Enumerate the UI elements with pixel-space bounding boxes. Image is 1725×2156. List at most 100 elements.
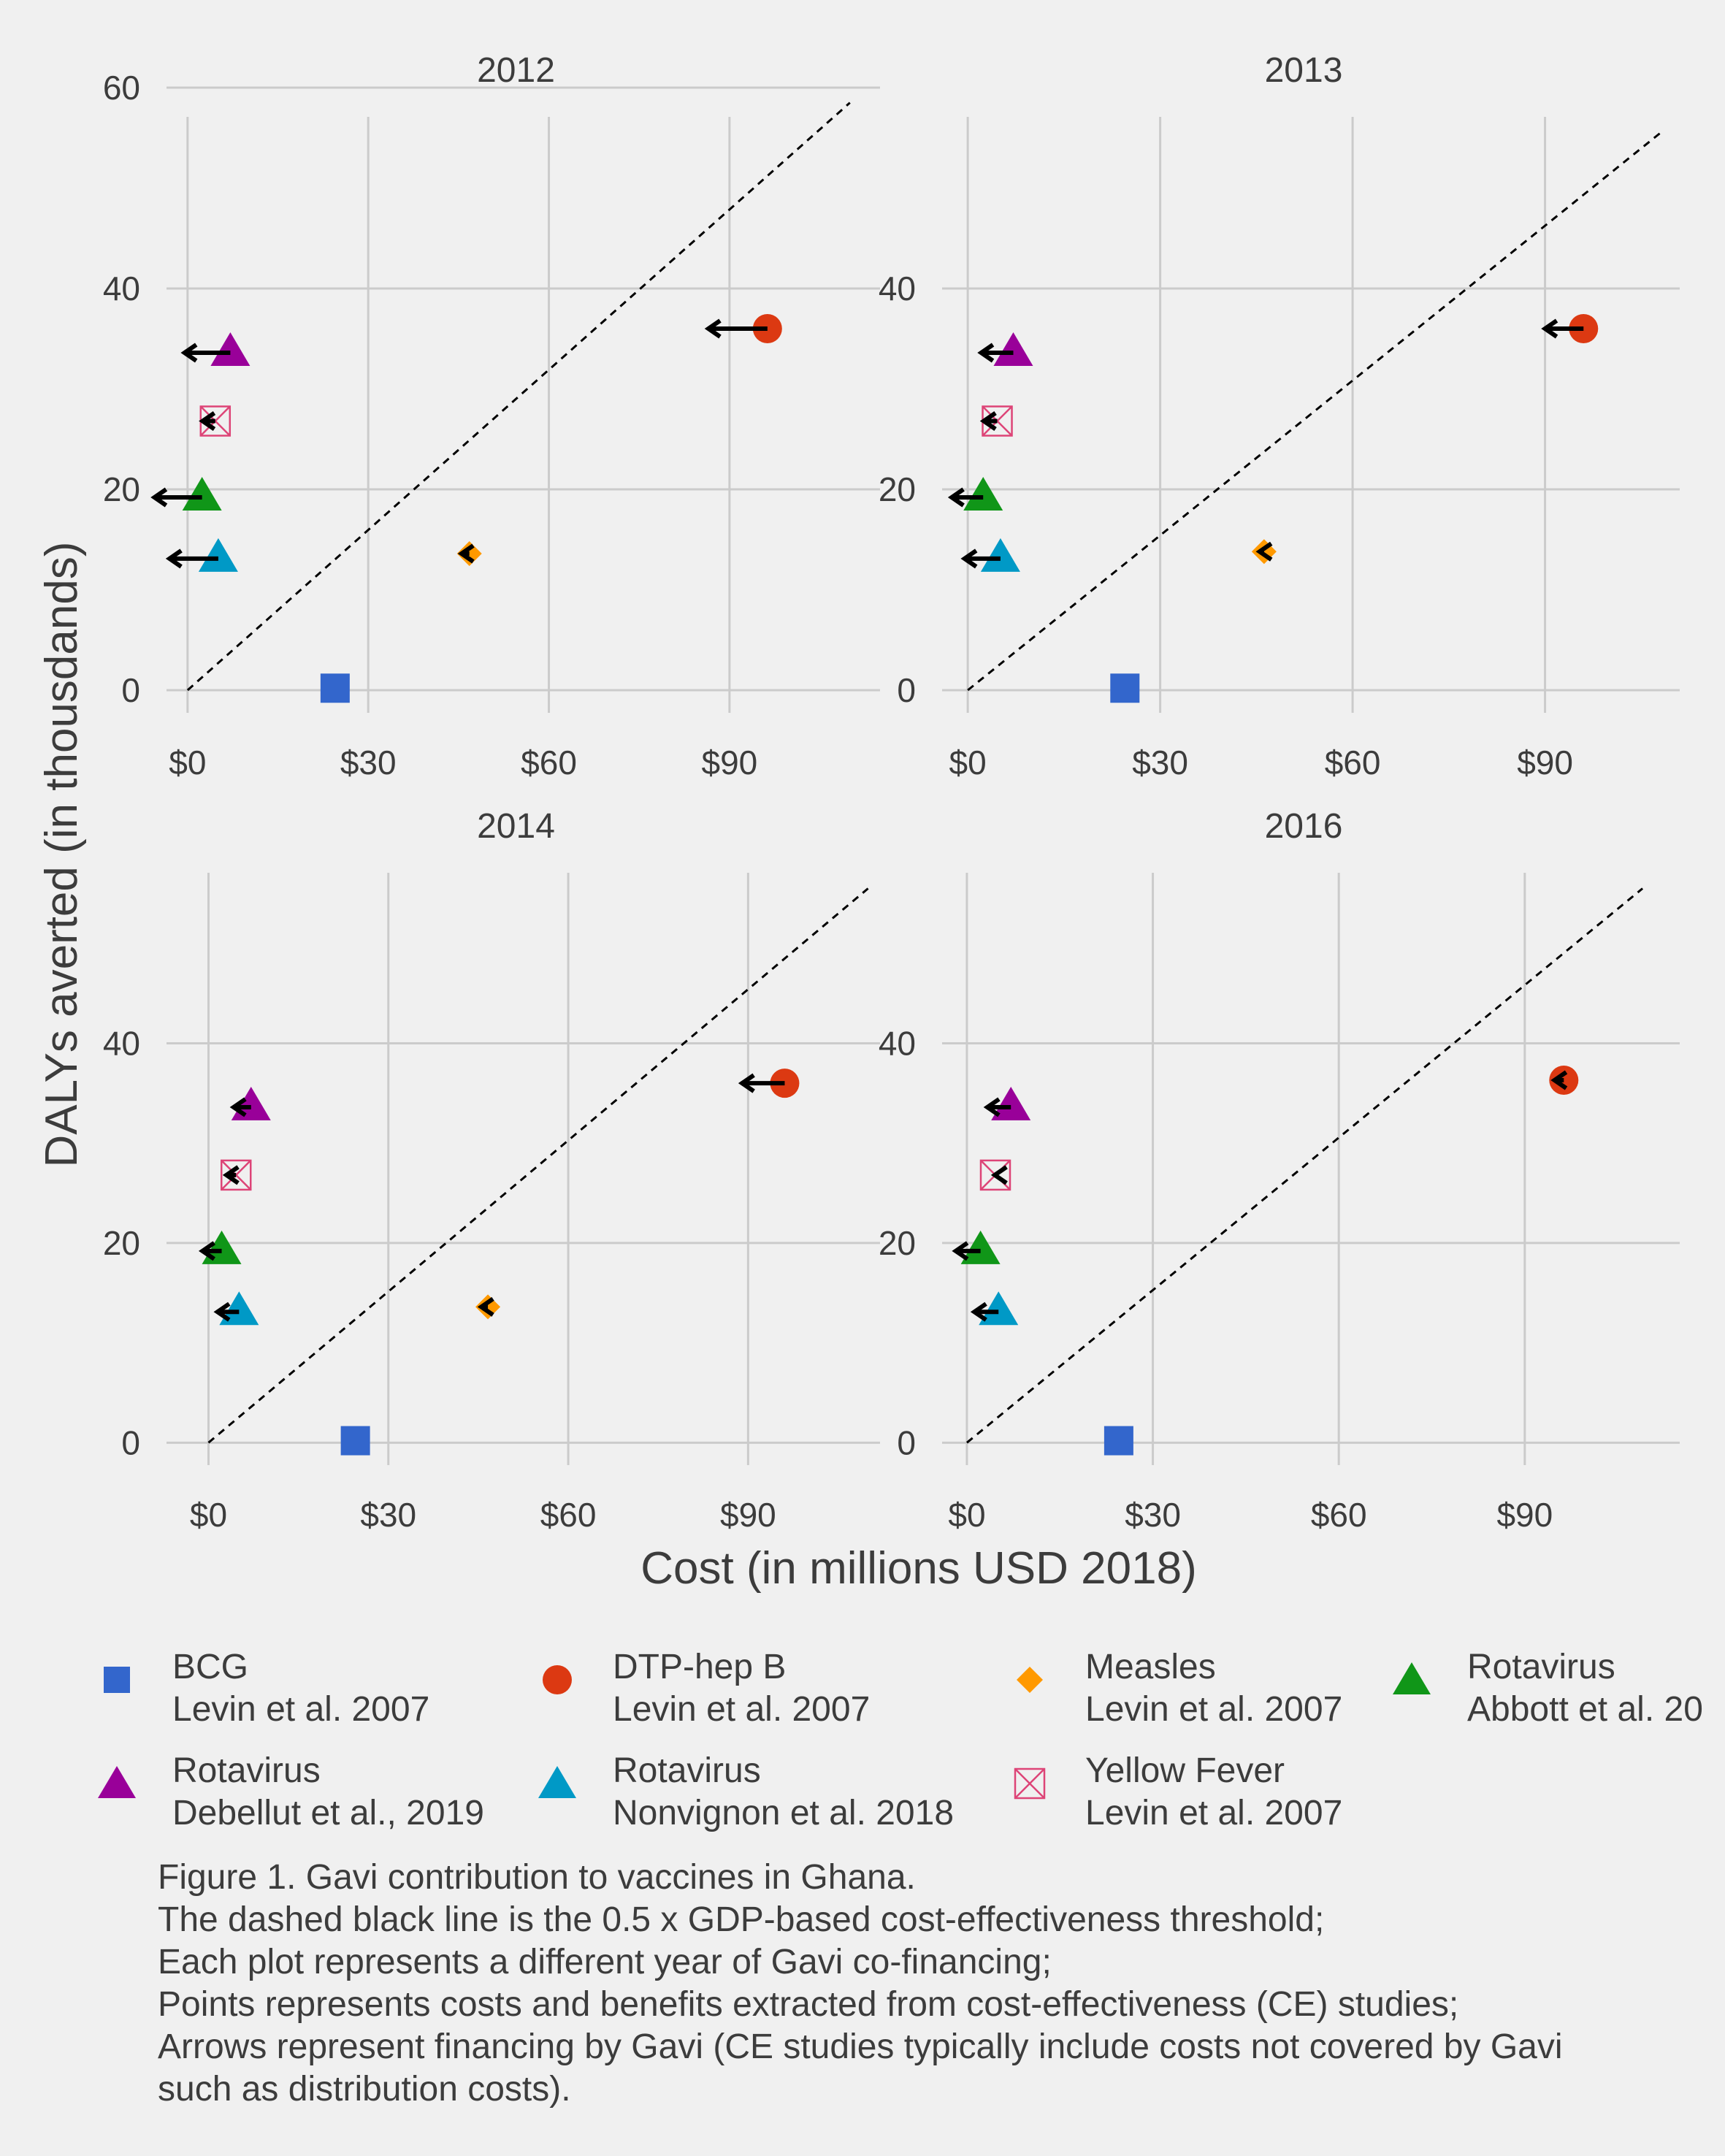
panel-title: 2014 [477,807,555,846]
gavi-arrow-head [947,487,965,508]
x-tick-label: $60 [1311,1496,1367,1534]
legend-item-rotavirus-abbott: Rotavirus Abbott et al. 20 [1390,1643,1725,1731]
point-yellow-fever [220,1159,252,1191]
x-tick-label: $60 [540,1496,597,1534]
point-rotavirus [960,1230,1001,1264]
panel-2013: 2013 $0 $30 $60 $90 0 20 40 [879,51,1680,781]
gavi-arrow-head [1550,1070,1568,1090]
gavi-arrow-head [150,487,168,508]
x-tick-label: $30 [1125,1496,1181,1534]
x-tick-label: $30 [360,1496,416,1534]
legend-item-yellow-fever: Yellow Fever Levin et al. 2007 [1008,1747,1475,1835]
gavi-arrow-head [180,343,198,363]
gavi-arrow-head [213,1301,231,1322]
legend-item-dtp-hep-b: DTP-hep B Levin et al. 2007 [535,1643,1003,1731]
gavi-arrow-head [229,1097,247,1117]
point-bcg [1110,673,1140,703]
legend-study: Levin et al. 2007 [1085,1690,1343,1729]
legend-item-bcg: BCG Levin et al. 2007 [95,1643,562,1731]
gavi-arrow-head [477,1296,494,1317]
x-tick-label: $0 [169,743,206,781]
y-tick-label: 0 [897,1423,916,1461]
threshold-line [967,131,1661,692]
x-tick-label: $0 [948,1496,985,1534]
legend-study: Levin et al. 2007 [172,1690,430,1729]
y-tick-label: 40 [103,270,140,307]
gavi-arrow-head [199,411,216,431]
point-rotavirus [219,1291,259,1326]
gavi-arrow-head [198,1241,215,1261]
point-rotavirus [991,1086,1031,1120]
x-tick-label: $0 [190,1496,227,1534]
legend-name: Rotavirus [1467,1648,1615,1686]
boxed-x-marker-icon [1014,1767,1046,1800]
point-bcg [1104,1426,1133,1456]
gavi-arrow-head [1255,541,1273,562]
gavi-arrow-head [1541,318,1558,339]
triangle-marker-icon [538,1766,576,1798]
x-tick-label: $30 [340,743,397,781]
y-tick-label: 40 [879,1024,916,1062]
y-tick-label: 20 [879,1224,916,1262]
square-marker-icon [104,1667,130,1693]
caption-line: Points represents costs and benefits ext… [158,1985,1459,2024]
gavi-arrow-head [977,343,995,363]
gavi-arrow-head [990,1165,1008,1185]
gavi-arrow-head [979,411,997,431]
legend-name: BCG [172,1648,249,1686]
legend-name: Yellow Fever [1085,1751,1285,1790]
point-bcg [320,673,350,703]
caption-line: such as distribution costs). [158,2070,571,2109]
y-tick-label: 20 [879,470,916,508]
figure-caption: Figure 1. Gavi contribution to vaccines … [158,1857,1713,2111]
legend-study: Levin et al. 2007 [613,1690,871,1729]
caption-line: Each plot represents a different year of… [158,1943,1052,1981]
gavi-arrow-head [970,1301,987,1322]
diamond-marker-icon [1017,1667,1043,1693]
gavi-arrow-head [952,1241,969,1261]
x-tick-label: $90 [702,743,758,781]
x-tick-label: $90 [1496,1496,1553,1534]
y-axis-title: DALYs averted (in thousdands) [37,542,87,1168]
legend: BCG Levin et al. 2007 DTP-hep B Levin et… [95,1643,1725,1862]
y-tick-label: 40 [879,270,916,307]
gavi-arrow-head [960,548,978,569]
faceted-scatter-chart: DALYs averted (in thousdands) Cost (in m… [37,51,1680,1594]
point-rotavirus [963,477,1003,511]
legend-study: Abbott et al. 20 [1467,1690,1703,1729]
gavi-arrow-head [457,543,475,564]
gavi-arrow-head [983,1097,1001,1117]
legend-item-rotavirus-debellut: Rotavirus Debellut et al., 2019 [95,1747,562,1835]
x-tick-label: $90 [1517,743,1573,781]
panel-2016: 2016 $0 $30 $60 $90 0 20 40 [879,807,1680,1534]
legend-name: Rotavirus [613,1751,761,1790]
point-rotavirus [198,538,238,572]
caption-line: The dashed black line is the 0.5 x GDP-b… [158,1900,1325,1939]
legend-name: Measles [1085,1648,1216,1686]
y-tick-label: 20 [103,470,140,508]
gavi-arrow-head [738,1073,755,1093]
caption-line: Arrows represent financing by Gavi (CE s… [158,2027,1563,2066]
legend-name: Rotavirus [172,1751,321,1790]
point-rotavirus [210,332,250,366]
legend-item-measles: Measles Levin et al. 2007 [1008,1643,1475,1731]
y-tick-label: 0 [121,671,140,709]
caption-line: Figure 1. Gavi contribution to vaccines … [158,1858,916,1897]
gavi-arrow-head [704,318,722,339]
panel-2014: 2014 $0 $30 $60 $90 0 20 40 [103,807,880,1534]
point-rotavirus [980,538,1020,572]
point-bcg [340,1426,370,1456]
panel-title: 2016 [1265,807,1343,846]
x-tick-label: $60 [521,743,577,781]
y-tick-label: 60 [103,69,140,107]
gavi-arrow-head [222,1165,240,1185]
legend-study: Levin et al. 2007 [1085,1794,1343,1832]
y-tick-label: 40 [103,1024,140,1062]
triangle-marker-icon [1393,1662,1431,1694]
legend-study: Debellut et al., 2019 [172,1794,484,1832]
y-tick-label: 0 [121,1423,140,1461]
y-tick-label: 0 [897,671,916,709]
panel-title: 2012 [477,51,555,90]
triangle-marker-icon [98,1766,136,1798]
threshold-line [965,887,1644,1444]
